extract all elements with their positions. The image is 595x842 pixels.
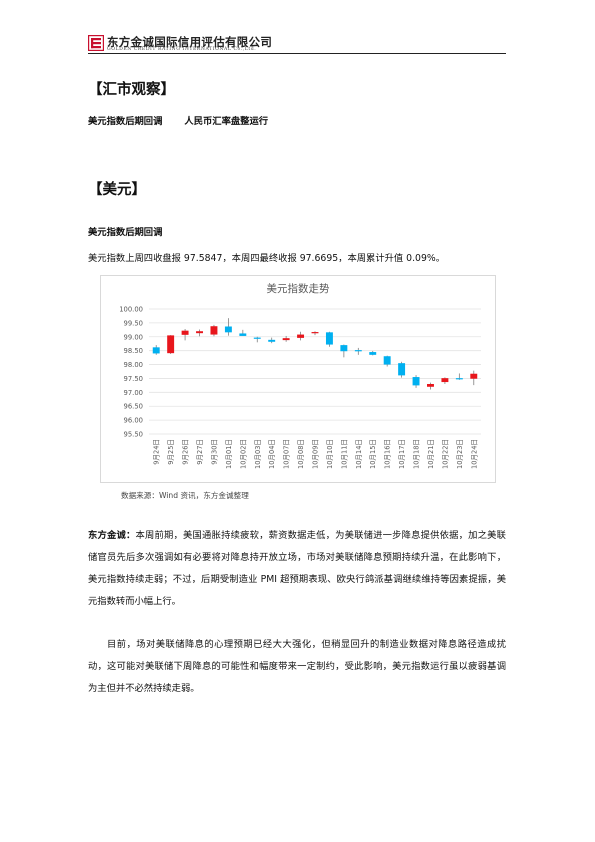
x-tick-label: 9月25日 [167, 439, 175, 465]
company-logo-icon [88, 35, 104, 51]
chart-title: 美元指数走势 [267, 282, 330, 295]
candle-body [441, 378, 449, 383]
candle-body [412, 377, 420, 386]
candle-body [354, 350, 362, 352]
usd-heading: 美元指数后期回调 [88, 227, 163, 238]
candle-body [282, 338, 290, 341]
candle-body [167, 335, 175, 354]
analysis-paragraph-1: 东方金诚：本周前期，美国通胀持续疲软，薪资数据走低，为美联储进一步降息提供依据，… [88, 525, 506, 613]
y-tick-label: 99.50 [124, 319, 143, 327]
company-name-en: GOLDEN CREDIT RATING INTERNATIONAL Co.,L… [107, 46, 257, 52]
x-tick-label: 10月23日 [456, 439, 464, 469]
y-tick-label: 97.50 [124, 375, 143, 383]
x-tick-label: 10月02日 [239, 439, 247, 469]
subheading-cny: 人民币汇率盘整运行 [184, 116, 269, 127]
x-tick-label: 10月09日 [312, 439, 320, 469]
candle-body [152, 347, 160, 354]
candle-body [340, 345, 348, 352]
header-divider [88, 53, 506, 54]
candle-body [398, 363, 406, 376]
candlestick-chart-svg: 美元指数走势 100.00 99.50 99.00 98.50 98.00 97.50 97… [119, 282, 481, 469]
candle-body [224, 326, 232, 333]
x-tick-label: 10月16日 [384, 439, 392, 469]
candle-body [325, 332, 333, 345]
analysis-paragraph-2: 目前，场对美联储降息的心理预期已经大大强化，但稍显回升的制造业数据对降息路径造成… [88, 639, 506, 694]
candle-body [427, 384, 434, 387]
x-tick-label: 10月14日 [355, 439, 363, 469]
candle-body [181, 330, 189, 335]
y-tick-label: 98.00 [124, 361, 143, 369]
candle-body [297, 334, 305, 338]
candle-body [470, 373, 478, 379]
y-tick-label: 95.50 [124, 431, 143, 439]
candle-body [210, 326, 218, 335]
y-tick-label: 96.50 [124, 403, 143, 411]
candle-body [383, 356, 391, 365]
section-subheadings: 美元指数后期回调 人民币汇率盘整运行 [88, 113, 268, 127]
x-tick-label: 10月08日 [297, 439, 305, 469]
x-tick-label: 9月24日 [153, 439, 161, 465]
analysis-label: 东方金诚： [88, 530, 136, 541]
analysis-text-1: 本周前期，美国通胀持续疲软，薪资数据走低，为美联储进一步降息提供依据，加之美联储… [88, 530, 506, 607]
subheading-usd: 美元指数后期回调 [88, 116, 163, 127]
x-tick-label: 10月11日 [340, 439, 348, 469]
x-tick-label: 10月01日 [225, 439, 233, 469]
usd-summary: 美元指数上周四收盘报 97.5847，本周四最终收报 97.6695，本周累计升… [88, 253, 446, 264]
candle-body [239, 333, 247, 336]
data-source: 数据来源：Wind 资讯，东方金诚整理 [121, 491, 249, 500]
page-header: 东方金诚国际信用评估有限公司 GOLDEN CREDIT RATING INTE… [88, 33, 506, 55]
x-tick-label: 10月22日 [441, 439, 449, 469]
x-tick-label: 9月26日 [182, 439, 190, 465]
section-title-usd: 【美元】 [88, 182, 146, 198]
usd-index-chart: 美元指数走势 100.00 99.50 99.00 98.50 98.00 97.50 97… [100, 275, 496, 483]
candle-body [253, 337, 261, 339]
y-tick-label: 100.00 [119, 306, 143, 314]
x-tick-label: 10月24日 [470, 439, 478, 469]
x-tick-label: 10月10日 [326, 439, 334, 469]
x-tick-label: 10月03日 [254, 439, 262, 469]
y-tick-label: 97.00 [124, 389, 143, 397]
y-tick-label: 96.00 [124, 417, 143, 425]
x-tick-label: 10月18日 [413, 439, 421, 469]
y-tick-label: 99.00 [124, 333, 143, 341]
x-tick-label: 10月07日 [283, 439, 291, 469]
candle-body [311, 332, 319, 334]
x-tick-label: 10月17日 [398, 439, 406, 469]
x-tick-label: 9月30日 [210, 439, 218, 465]
x-tick-label: 10月21日 [427, 439, 435, 469]
candle-body [268, 339, 276, 342]
candle-body [455, 378, 463, 380]
x-tick-label: 9月27日 [196, 439, 204, 465]
company-name-cn: 东方金诚国际信用评估有限公司 [107, 35, 273, 49]
candle-body [196, 331, 203, 334]
candle-body [369, 352, 377, 355]
y-tick-label: 98.50 [124, 347, 143, 355]
x-tick-label: 10月04日 [268, 439, 276, 469]
x-tick-label: 10月15日 [369, 439, 377, 469]
section-title-fx: 【汇市观察】 [88, 82, 175, 98]
